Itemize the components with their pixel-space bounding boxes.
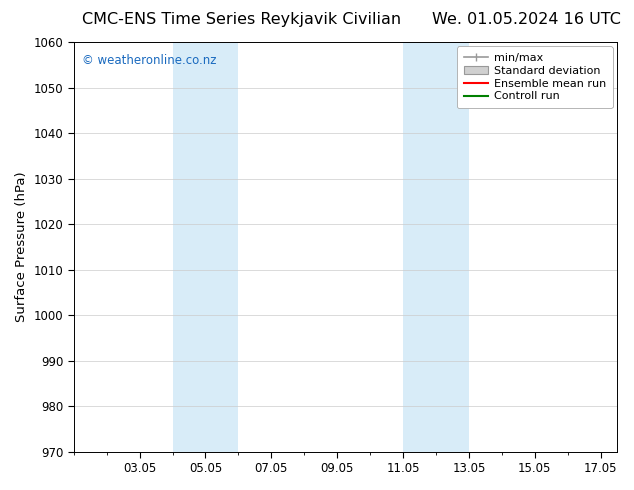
Legend: min/max, Standard deviation, Ensemble mean run, Controll run: min/max, Standard deviation, Ensemble me… <box>457 47 612 108</box>
Text: © weatheronline.co.nz: © weatheronline.co.nz <box>82 54 216 67</box>
Y-axis label: Surface Pressure (hPa): Surface Pressure (hPa) <box>15 172 28 322</box>
Text: We. 01.05.2024 16 UTC: We. 01.05.2024 16 UTC <box>432 12 621 27</box>
Bar <box>172 42 238 452</box>
Bar <box>403 42 469 452</box>
Text: CMC-ENS Time Series Reykjavik Civilian: CMC-ENS Time Series Reykjavik Civilian <box>82 12 401 27</box>
